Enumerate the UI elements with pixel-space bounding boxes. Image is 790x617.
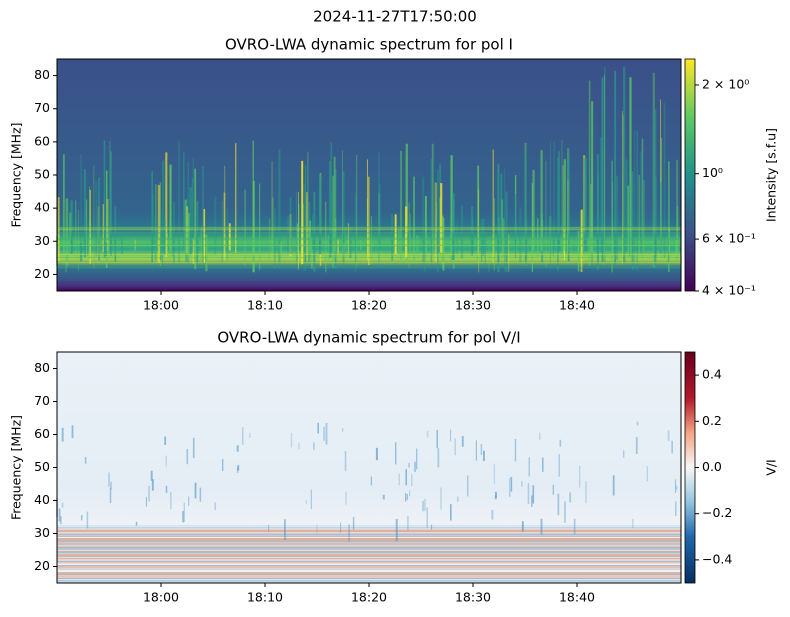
x-tick-label: 18:10	[247, 298, 283, 313]
y-tick-label: 40	[34, 200, 50, 215]
y-tick-label: 60	[34, 426, 50, 441]
y-tick-label: 30	[34, 233, 50, 248]
colorbar-tick-label: 0.2	[702, 413, 722, 428]
colorbar-tick-label: 0.0	[702, 459, 722, 474]
spectrum-texture	[56, 421, 681, 583]
y-tick-label: 50	[34, 167, 50, 182]
colorbar-tick-label: 0.4	[702, 367, 722, 382]
y-tick-label: 70	[34, 100, 50, 115]
y-tick-label: 20	[34, 266, 50, 281]
colorbar-tick-label: 2 × 10⁰	[702, 76, 749, 91]
y-tick-label: 50	[34, 459, 50, 474]
x-tick-label: 18:00	[143, 590, 179, 605]
colorbar-label: V/I	[764, 459, 779, 475]
colorbar-tick-label: −0.2	[702, 505, 732, 520]
colorbar	[684, 351, 696, 584]
x-tick-label: 18:30	[455, 590, 491, 605]
y-tick-label: 40	[34, 492, 50, 507]
y-axis-label: Frequency [MHz]	[9, 122, 24, 227]
y-tick-label: 80	[34, 360, 50, 375]
figure-title: 2024-11-27T17:50:00	[313, 8, 477, 26]
x-tick-label: 18:30	[455, 298, 491, 313]
panel-title: OVRO-LWA dynamic spectrum for pol V/I	[217, 329, 520, 347]
x-tick-label: 18:10	[247, 590, 283, 605]
spectrum-texture	[56, 66, 681, 273]
x-tick-label: 18:20	[351, 590, 387, 605]
x-tick-label: 18:20	[351, 298, 387, 313]
y-tick-label: 30	[34, 525, 50, 540]
y-tick-label: 80	[34, 67, 50, 82]
y-tick-label: 70	[34, 393, 50, 408]
y-tick-label: 60	[34, 133, 50, 148]
colorbar-tick-label: −0.4	[702, 551, 732, 566]
x-tick-label: 18:00	[143, 298, 179, 313]
y-tick-label: 20	[34, 558, 50, 573]
colorbar-tick-label: 4 × 10⁻¹	[702, 283, 756, 298]
x-tick-label: 18:40	[559, 590, 595, 605]
panel-title: OVRO-LWA dynamic spectrum for pol I	[225, 36, 513, 54]
y-axis-label: Frequency [MHz]	[9, 415, 24, 520]
colorbar-label: Intensity [s.f.u]	[764, 128, 779, 222]
colorbar	[684, 58, 696, 292]
colorbar-tick-label: 10⁰	[702, 165, 723, 180]
colorbar-tick-label: 6 × 10⁻¹	[702, 231, 756, 246]
x-tick-label: 18:40	[559, 298, 595, 313]
